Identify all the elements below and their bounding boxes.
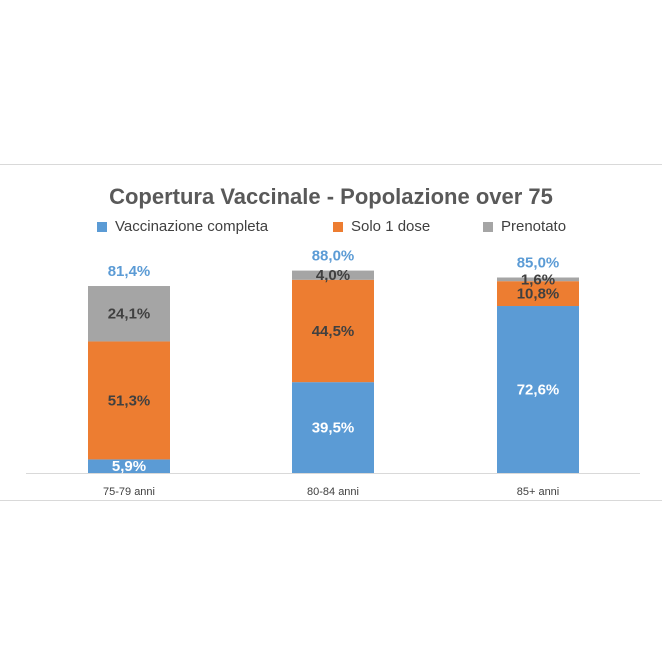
legend-item-solo-1-dose: Solo 1 dose [333,218,430,235]
data-label: 24,1% [108,306,151,323]
chart-title: Copertura Vaccinale - Popolazione over 7… [109,184,553,209]
legend-swatch [97,221,107,232]
data-label: 72,6% [517,382,560,399]
data-label: 10,8% [517,286,560,303]
data-label: 5,9% [112,458,146,475]
bar-segment [88,459,170,473]
data-label: 44,5% [312,323,355,340]
category-label: 85+ anni [517,486,560,498]
bar-segment [497,281,579,307]
data-label: 4,0% [316,267,350,284]
data-label: 51,3% [108,392,151,409]
chart-legend: Vaccinazione completa Solo 1 dose Prenot… [0,218,662,240]
legend-item-vaccinazione-completa: Vaccinazione completa [97,218,268,235]
bar-segment [88,341,170,460]
bar-segment [292,382,374,473]
legend-item-prenotato: Prenotato [483,218,566,235]
legend-swatch [483,221,493,232]
legend-label: Prenotato [501,218,567,235]
total-label: 81,4% [108,263,151,280]
legend-label: Vaccinazione completa [115,218,269,235]
bar-segment [497,277,579,282]
legend-swatch [333,221,343,232]
bar-segment [292,279,374,383]
bar-segment [292,270,374,280]
data-label: 39,5% [312,420,355,437]
bar-segment [88,286,170,342]
total-label: 85,0% [517,255,560,272]
legend-label: Solo 1 dose [351,218,431,235]
category-label: 80-84 anni [307,486,359,498]
bar-segment [497,306,579,473]
total-label: 88,0% [312,248,355,265]
category-label: 75-79 anni [103,486,155,498]
data-label: 1,6% [521,271,555,288]
